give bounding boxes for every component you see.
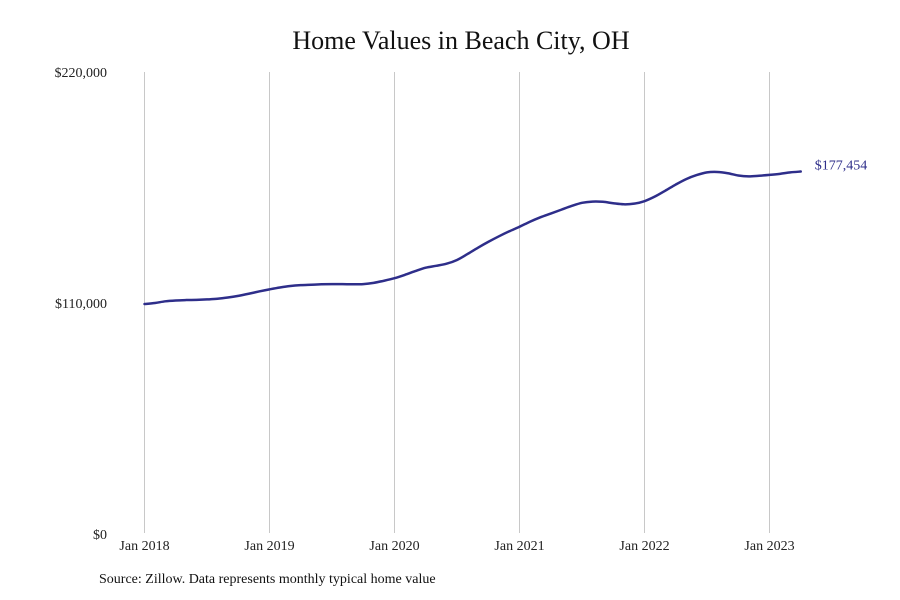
x-tick-label: Jan 2021 bbox=[494, 539, 544, 554]
series-end-label: $177,454 bbox=[815, 159, 868, 174]
series-layer: $177,454 bbox=[143, 159, 868, 306]
x-tick-label: Jan 2019 bbox=[244, 539, 294, 554]
x-tick-label: Jan 2020 bbox=[369, 539, 419, 554]
y-tick-label: $110,000 bbox=[55, 297, 107, 312]
y-tick-label: $220,000 bbox=[55, 66, 108, 81]
chart-title: Home Values in Beach City, OH bbox=[292, 26, 630, 55]
x-tick-label: Jan 2022 bbox=[619, 539, 669, 554]
x-tick-label: Jan 2023 bbox=[744, 539, 794, 554]
grid-layer bbox=[144, 72, 770, 533]
y-tick-label: $0 bbox=[93, 528, 107, 543]
series-line-0 bbox=[143, 170, 802, 306]
x-tick-label: Jan 2018 bbox=[119, 539, 169, 554]
axis-layer: Jan 2018 Jan 2019 Jan 2020 Jan 2021 Jan 2022… bbox=[55, 66, 795, 554]
source-note: Source: Zillow. Data represents monthly … bbox=[99, 572, 436, 587]
